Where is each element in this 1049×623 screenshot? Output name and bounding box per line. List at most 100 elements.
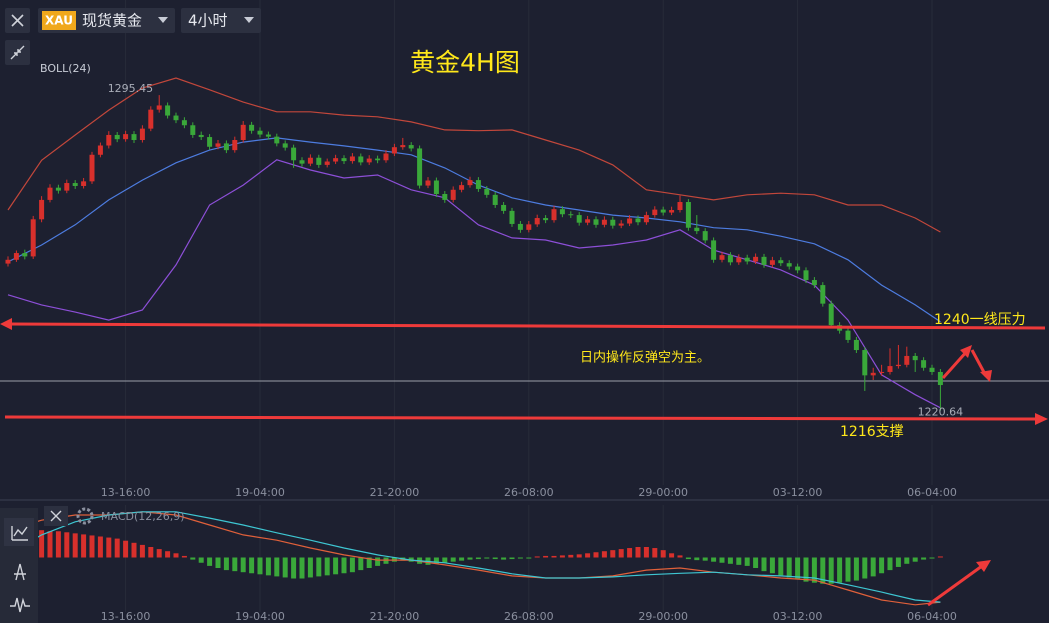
settings-icon[interactable] xyxy=(76,507,94,525)
candle-body xyxy=(937,371,943,386)
tool-icon[interactable] xyxy=(10,597,30,613)
arrow xyxy=(941,349,970,379)
candle-body xyxy=(912,355,918,361)
macd-bar xyxy=(685,557,691,560)
macd-bar xyxy=(97,536,103,558)
candle-body xyxy=(576,215,582,223)
macd-bar xyxy=(39,530,45,558)
macd-bar xyxy=(862,557,868,579)
macd-bar xyxy=(753,557,759,568)
dropdown-icon xyxy=(158,17,168,23)
x-tick-label: 06-04:00 xyxy=(907,486,957,499)
macd-bar xyxy=(291,557,297,579)
close-icon xyxy=(50,510,62,522)
grid: 13-16:00 13-16:00 19-04:00 19-04:00 21-20:00… xyxy=(101,0,957,623)
candle-body xyxy=(333,158,339,162)
arrow-head xyxy=(960,345,972,358)
macd-bar xyxy=(635,547,641,558)
macd-bar xyxy=(568,554,574,558)
candle-body xyxy=(677,202,683,211)
candle-body xyxy=(282,143,288,148)
candle-body xyxy=(635,218,641,223)
macd-bar xyxy=(459,557,465,561)
candle-body xyxy=(207,137,213,147)
candle-body xyxy=(845,330,851,340)
macd-bar xyxy=(139,544,145,558)
symbol-badge xyxy=(42,11,76,30)
arrow-head xyxy=(0,318,12,330)
candle-body xyxy=(173,115,179,121)
macd-bar xyxy=(375,557,381,566)
candle-body xyxy=(702,231,708,241)
indicator-label: BOLL(24) xyxy=(40,62,91,75)
candle-body xyxy=(526,224,532,230)
tool-button[interactable] xyxy=(4,518,34,546)
macd-bar xyxy=(89,535,95,558)
candle-body xyxy=(467,180,473,186)
macd-bar xyxy=(929,557,935,559)
candle-body xyxy=(198,134,204,138)
candle-body xyxy=(156,105,162,110)
candle-body xyxy=(727,255,733,263)
macd-bar xyxy=(450,557,456,562)
candle-body xyxy=(358,156,364,163)
x-tick-label: 26-08:00 xyxy=(504,610,554,623)
candle-body xyxy=(408,145,414,149)
candle-body xyxy=(559,209,565,215)
macd-bar xyxy=(333,557,339,575)
macd-bar xyxy=(198,557,204,563)
macd-bar xyxy=(358,557,364,571)
candle-body xyxy=(30,219,36,257)
candle-body xyxy=(929,367,935,372)
candle-body xyxy=(610,219,616,226)
macd-bar xyxy=(215,557,221,568)
macd-bar xyxy=(727,557,733,564)
candle-body xyxy=(492,194,498,205)
macd-bar xyxy=(837,557,843,583)
candle-body xyxy=(769,260,775,265)
macd-bar xyxy=(879,557,885,574)
interval-selector[interactable] xyxy=(181,8,261,33)
tool-icon[interactable] xyxy=(14,563,26,581)
candle-body xyxy=(383,153,389,161)
candle-body xyxy=(81,181,87,186)
candle-body xyxy=(543,218,549,221)
low-label: 1220.64 xyxy=(918,406,964,419)
x-tick-label: 21-20:00 xyxy=(370,486,420,499)
candle-body xyxy=(828,303,834,326)
macd-bar xyxy=(341,557,347,574)
candle-body xyxy=(181,120,187,126)
macd-bar xyxy=(366,557,372,568)
candle-body xyxy=(64,183,70,191)
macd-bar xyxy=(769,557,775,574)
candle-body xyxy=(921,360,927,368)
candle-body xyxy=(669,210,675,213)
candle-body xyxy=(22,253,28,257)
candle-body xyxy=(475,180,481,189)
macd-bar xyxy=(669,553,675,558)
macd-bar xyxy=(81,534,87,558)
arrow-head xyxy=(980,370,992,382)
macd-bar xyxy=(921,557,927,560)
support-line xyxy=(4,415,1036,421)
candle-body xyxy=(509,210,515,224)
macd-bar xyxy=(433,557,439,564)
candle-body xyxy=(349,156,355,162)
x-tick-label: 13-16:00 xyxy=(101,486,151,499)
bollinger-lower xyxy=(7,159,941,409)
macd-bar xyxy=(778,557,784,576)
x-tick-label: 26-08:00 xyxy=(504,486,554,499)
candle-body xyxy=(165,105,171,116)
macd-bar xyxy=(610,550,616,558)
candle-body xyxy=(660,209,666,213)
candle-body xyxy=(568,214,574,216)
x-tick-label: 06-04:00 xyxy=(907,610,957,623)
signal-line xyxy=(7,511,941,603)
candle-body xyxy=(879,371,885,373)
candle-body xyxy=(484,188,490,195)
macd-bar xyxy=(47,531,53,558)
x-tick-label: 29-00:00 xyxy=(638,486,688,499)
x-tick-label: 21-20:00 xyxy=(370,610,420,623)
macd-bar xyxy=(181,555,187,558)
candle-body xyxy=(593,219,599,225)
